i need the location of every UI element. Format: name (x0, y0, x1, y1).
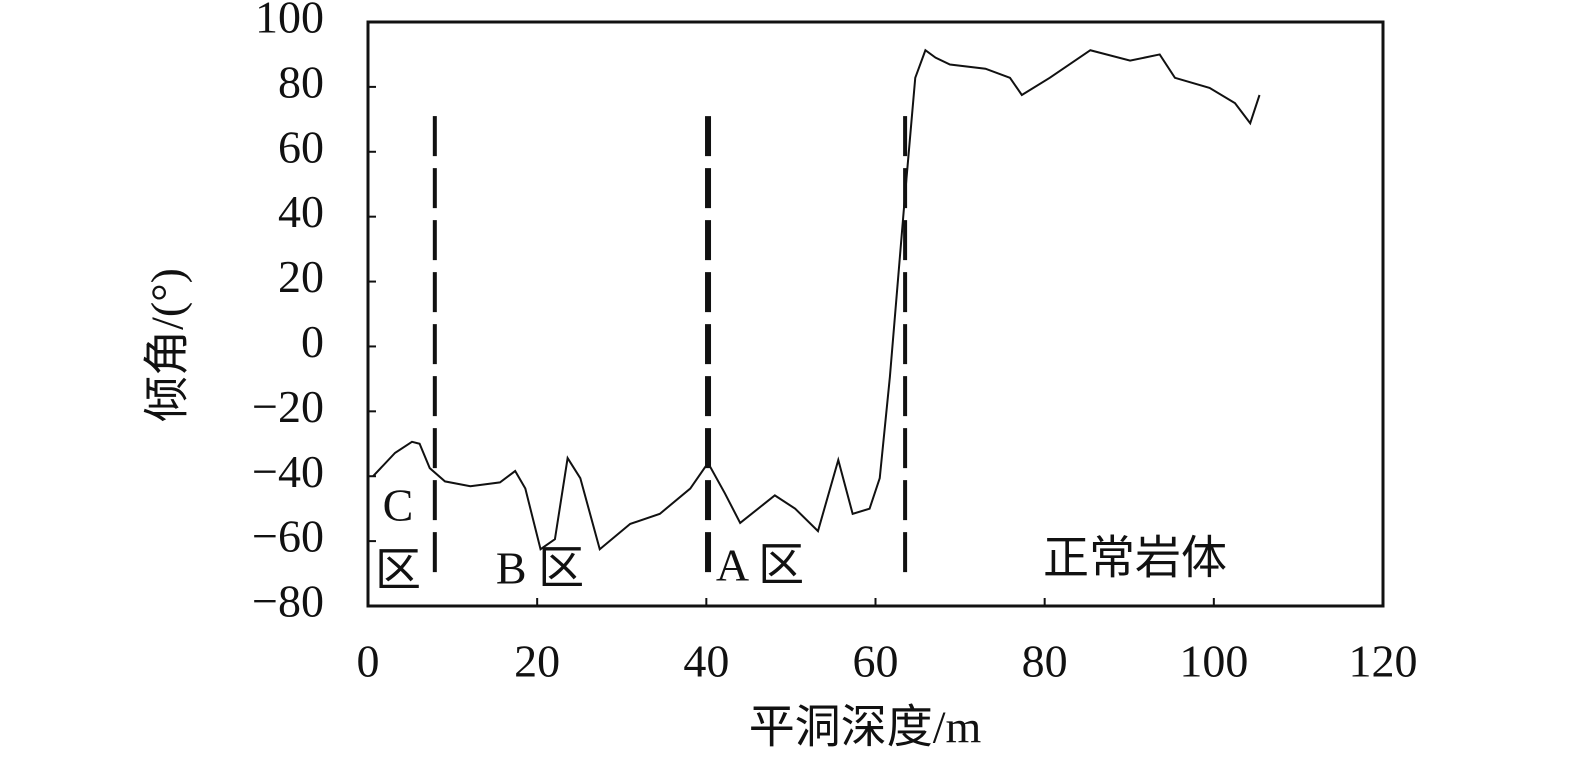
y-axis-label: 倾角/(°) (142, 268, 193, 422)
x-tick-label: 0 (357, 636, 380, 687)
x-tick-label: 40 (683, 636, 729, 687)
y-tick-label: 80 (278, 56, 324, 107)
zone-label: C (383, 480, 414, 531)
zone-label: 区 (375, 545, 421, 596)
x-tick-label: 20 (514, 636, 560, 687)
y-tick-label: −40 (252, 446, 324, 497)
zone-label: A 区 (716, 540, 804, 591)
plot-frame (366, 20, 1385, 608)
x-axis-label: 平洞深度/m (749, 702, 982, 753)
x-tick-label: 80 (1022, 636, 1068, 687)
y-tick-label: −60 (252, 511, 324, 562)
zone-label: B 区 (496, 543, 584, 594)
data-line (372, 48, 1261, 551)
y-tick-label: −20 (252, 381, 324, 432)
x-tick-label: 60 (853, 636, 899, 687)
y-tick-label: 20 (278, 251, 324, 302)
y-tick-label: 0 (301, 316, 324, 367)
x-tick-label: 100 (1179, 636, 1248, 687)
y-tick-label: 60 (278, 121, 324, 172)
y-tick-label: 100 (255, 0, 324, 43)
x-tick-label: 120 (1349, 636, 1418, 687)
y-tick-label: 40 (278, 186, 324, 237)
zone-label: 正常岩体 (1043, 533, 1227, 584)
y-tick-label: −80 (252, 576, 324, 627)
